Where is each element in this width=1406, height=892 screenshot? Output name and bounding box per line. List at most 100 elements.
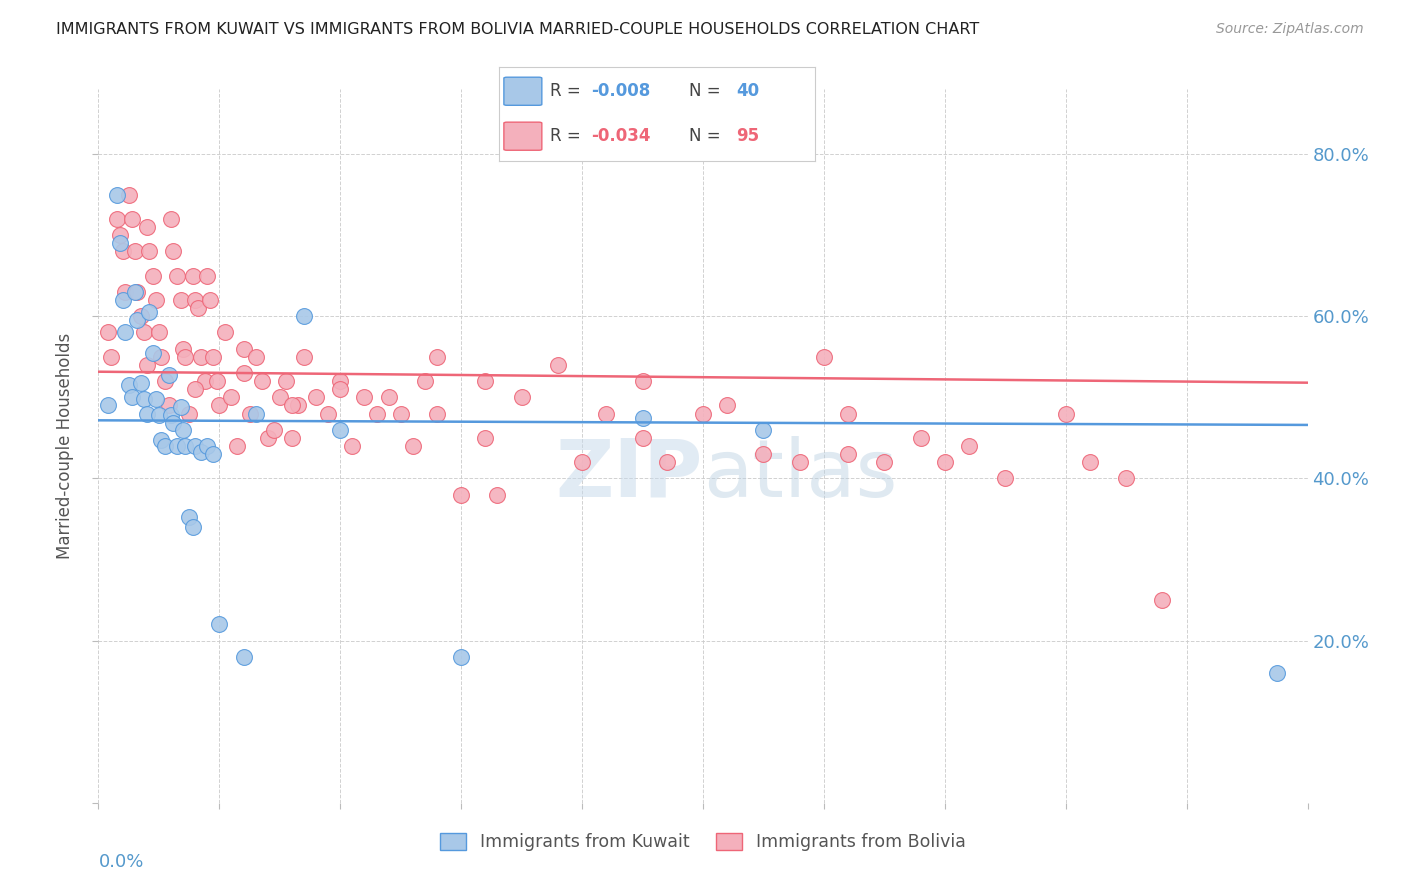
Point (342, 439, 364, 453)
Point (655, 455, 678, 469)
Point (145, 392, 167, 406)
Point (127, 285, 149, 299)
Point (226, 439, 249, 453)
Point (692, 407, 714, 421)
Point (269, 390, 291, 404)
Point (142, 268, 165, 283)
Text: atlas: atlas (703, 435, 897, 514)
Text: ZIP: ZIP (555, 435, 703, 514)
Point (547, 358, 569, 372)
Point (426, 407, 449, 421)
Point (1115, 471, 1137, 485)
Point (239, 407, 262, 421)
Point (118, 378, 141, 392)
Point (202, 447, 225, 461)
Point (184, 293, 207, 307)
Point (450, 649, 472, 664)
Point (97, 326, 120, 340)
Point (134, 326, 156, 340)
Point (179, 407, 201, 421)
Point (153, 439, 176, 453)
Text: -0.008: -0.008 (591, 82, 650, 100)
Point (631, 374, 654, 388)
Text: R =: R = (550, 82, 586, 100)
Point (281, 431, 304, 445)
Point (111, 293, 134, 307)
Point (353, 390, 375, 404)
FancyBboxPatch shape (503, 122, 541, 150)
FancyBboxPatch shape (503, 78, 541, 105)
Point (121, 211, 143, 226)
Point (1267, 666, 1289, 681)
Point (127, 313, 149, 327)
Point (389, 407, 412, 421)
Point (957, 439, 980, 453)
Point (837, 407, 859, 421)
Point (121, 390, 143, 404)
Point (100, 350, 122, 364)
Point (108, 228, 131, 243)
Point (148, 326, 170, 340)
Point (160, 408, 183, 422)
Point (153, 374, 176, 388)
Point (1078, 455, 1101, 469)
Point (474, 431, 496, 445)
Point (281, 399, 304, 413)
Point (198, 293, 221, 307)
Point (150, 433, 173, 447)
Point (114, 326, 136, 340)
Point (105, 187, 128, 202)
Point (157, 399, 180, 413)
Point (148, 408, 170, 422)
Point (292, 350, 315, 364)
Point (162, 417, 184, 431)
Point (256, 431, 278, 445)
Point (194, 374, 217, 388)
Point (135, 358, 157, 372)
Point (205, 374, 228, 388)
Point (187, 301, 209, 315)
Point (208, 617, 231, 632)
Point (1152, 593, 1174, 607)
Point (172, 342, 194, 356)
Point (752, 447, 775, 461)
Point (160, 211, 183, 226)
Point (97, 399, 120, 413)
Point (716, 399, 738, 413)
Point (232, 342, 254, 356)
Point (595, 407, 617, 421)
Y-axis label: Married-couple Households: Married-couple Households (56, 333, 75, 559)
Point (181, 268, 204, 283)
Point (789, 455, 811, 469)
Text: Source: ZipAtlas.com: Source: ZipAtlas.com (1216, 22, 1364, 37)
Point (174, 439, 197, 453)
Point (752, 423, 775, 437)
Point (994, 471, 1017, 485)
Point (934, 455, 956, 469)
Point (108, 236, 131, 251)
Point (184, 382, 207, 396)
Point (169, 293, 191, 307)
Point (329, 382, 352, 396)
Point (413, 374, 436, 388)
Point (162, 244, 184, 259)
Point (179, 510, 201, 524)
Text: N =: N = (689, 82, 725, 100)
Point (450, 488, 472, 502)
Point (195, 268, 218, 283)
Point (214, 326, 236, 340)
Point (145, 293, 167, 307)
Point (232, 649, 254, 664)
Point (184, 439, 207, 453)
Point (166, 439, 188, 453)
Point (166, 268, 188, 283)
Point (287, 399, 309, 413)
Point (135, 407, 157, 421)
Point (174, 350, 197, 364)
Point (142, 345, 165, 359)
Point (329, 374, 352, 388)
Text: 95: 95 (737, 128, 759, 145)
Point (510, 390, 533, 404)
Point (316, 407, 339, 421)
Point (129, 376, 152, 390)
